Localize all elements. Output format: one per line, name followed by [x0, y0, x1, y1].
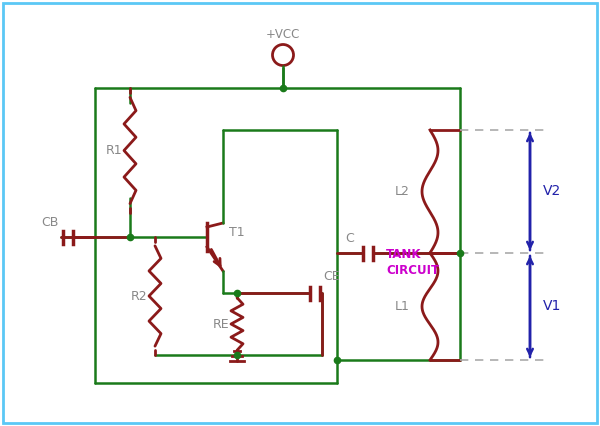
Text: V2: V2: [543, 184, 561, 198]
Text: RE: RE: [212, 317, 229, 331]
Text: R1: R1: [106, 144, 122, 157]
Text: +VCC: +VCC: [266, 29, 300, 41]
Text: R2: R2: [130, 290, 147, 302]
Text: L1: L1: [395, 300, 410, 313]
FancyBboxPatch shape: [3, 3, 597, 423]
Text: CE: CE: [323, 270, 340, 283]
Text: CB: CB: [41, 216, 59, 229]
Text: V1: V1: [543, 299, 562, 313]
Text: C: C: [346, 232, 355, 245]
Text: T1: T1: [229, 225, 245, 239]
Text: L2: L2: [395, 185, 410, 198]
Text: TANK
CIRCUIT: TANK CIRCUIT: [386, 248, 439, 277]
